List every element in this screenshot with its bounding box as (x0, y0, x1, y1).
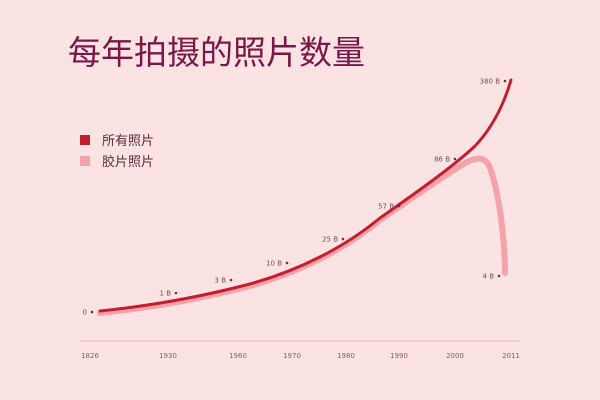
annotation-label: 4 B (483, 273, 495, 281)
annotation-dot (90, 310, 94, 314)
x-tick-label: 2000 (446, 352, 464, 360)
annotation-dot (397, 204, 401, 208)
annotation-dot (285, 261, 289, 265)
x-tick-label: 2011 (502, 352, 520, 360)
annotation-label: 25 B (322, 236, 338, 244)
annotation-label: 0 (83, 309, 87, 317)
legend-swatch-all (80, 135, 90, 145)
x-tick-label: 1960 (229, 352, 247, 360)
legend-swatch-film (80, 156, 90, 166)
x-ticks: 1826 1930 1960 1970 1980 1990 2000 2011 (81, 352, 520, 360)
x-tick-label: 1826 (81, 352, 99, 360)
x-tick-label: 1980 (337, 352, 355, 360)
legend-label-all: 所有照片 (102, 134, 154, 149)
chart-title: 每年拍摄的照片数量 (68, 33, 365, 72)
legend-label-film: 胶片照片 (102, 154, 154, 170)
annotation-dot (341, 237, 345, 241)
annotation-dot (174, 291, 178, 295)
annotation-label: 10 B (266, 260, 282, 268)
series-all-line (98, 78, 513, 313)
annotation-dot (453, 157, 457, 161)
annotation-dot (229, 278, 233, 282)
legend: 所有照片 胶片照片 (80, 134, 154, 170)
x-tick-label: 1930 (159, 352, 177, 360)
annotation-label: 57 B (378, 203, 394, 211)
annotation-label: 380 B (480, 78, 501, 86)
annotation-dot (503, 79, 507, 83)
annotation-label: 3 B (215, 277, 227, 285)
annotation-label: 1 B (160, 290, 172, 298)
annotation-dot (497, 274, 501, 278)
x-tick-label: 1990 (390, 352, 408, 360)
series-film-line (97, 155, 508, 316)
annotation-label: 86 B (434, 156, 450, 164)
value-annotations: 0 1 B 3 B 10 B 25 B 57 B 86 B 380 B 4 B (83, 78, 507, 317)
x-tick-label: 1970 (283, 352, 301, 360)
